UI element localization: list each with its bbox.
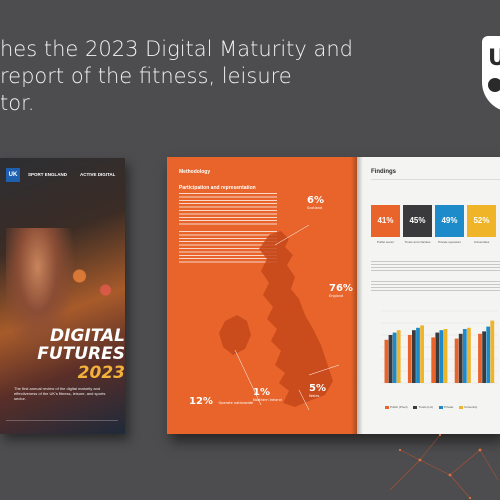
cover-title-year: 2023 <box>77 363 125 383</box>
bar-3-0 <box>396 330 401 383</box>
bar-3-1 <box>420 325 424 383</box>
kpi-public: 41% <box>371 205 400 237</box>
bar-1-4 <box>482 331 486 383</box>
stat-scotland-label: Scotland <box>307 206 323 210</box>
methodology-page: Methodology Participation and representa… <box>167 157 357 434</box>
stat-nationwide-label: Operate nationwide <box>218 401 254 405</box>
cover-footer-rule <box>6 420 118 427</box>
bar-2-2 <box>439 330 444 383</box>
methodology-eyebrow: Methodology <box>179 169 211 175</box>
findings-bar-chart <box>381 310 498 384</box>
bar-3-2 <box>443 329 448 383</box>
report-spread: Methodology Participation and representa… <box>167 157 500 434</box>
spread-gutter-shadow <box>351 157 363 434</box>
findings-paragraph-2 <box>371 281 500 293</box>
legend-swatch-trusts <box>413 405 418 409</box>
headline-line-3: tor. <box>0 91 35 115</box>
network-pattern-decoration <box>389 433 499 500</box>
kpi-private: 49% <box>435 205 464 237</box>
headline-text: hes the 2023 Digital Maturity and report… <box>0 36 380 117</box>
legend-label-trusts: Trusts (LA) <box>418 405 434 409</box>
cover-title-line-1: DIGITAL <box>50 326 125 346</box>
cover-description: The first annual review of the digital m… <box>14 386 106 401</box>
bar-0-2 <box>431 337 436 383</box>
stat-england-value: 76% <box>329 283 353 294</box>
bar-2-0 <box>392 332 397 383</box>
headline-line-2: report of the fitness, leisure <box>0 64 292 88</box>
legend-label-university: University <box>464 405 478 409</box>
stat-wales: 5% Wales <box>309 383 326 398</box>
legend-item-university: University <box>459 405 477 409</box>
chart-legend: Public (Pixel) Trusts (LA) Private Unive… <box>385 405 500 409</box>
sport-england-logo: SPORT ENGLAND <box>28 172 68 177</box>
bar-2-3 <box>462 329 467 383</box>
bar-3-3 <box>466 327 471 383</box>
legend-item-trusts: Trusts (LA) <box>413 405 433 409</box>
bar-1-1 <box>412 330 416 383</box>
brand-mark: U <box>488 46 500 71</box>
stat-wales-label: Wales <box>309 394 320 398</box>
stat-nationwide-value: 12% <box>189 396 213 407</box>
stat-scotland-value: 6% <box>307 195 324 206</box>
findings-divider <box>371 179 500 180</box>
legend-item-public: Public (Pixel) <box>385 405 408 409</box>
stat-england: 76% England <box>329 283 353 298</box>
kpi-university-label: Universities <box>473 240 490 244</box>
bar-0-0 <box>384 339 389 383</box>
bar-0-3 <box>454 338 459 383</box>
methodology-paragraph-1 <box>179 193 277 227</box>
brand-crest-icon <box>488 78 500 92</box>
bar-1-3 <box>458 333 463 383</box>
legend-item-private: Private <box>438 405 454 409</box>
findings-paragraph-1 <box>371 261 500 273</box>
methodology-heading: Participation and representation <box>179 185 256 191</box>
bar-1-0 <box>388 335 393 383</box>
brand-logo-badge: U <box>482 36 500 112</box>
legend-label-public: Public (Pixel) <box>390 405 408 409</box>
kpi-trusts: 45% <box>403 205 432 237</box>
uk-badge: UK <box>6 168 20 182</box>
kpi-public-label: Public sector <box>376 240 395 244</box>
city-lights-image <box>60 248 125 318</box>
active-digital-logo: ACTIVE DIGITAL <box>80 172 116 177</box>
stat-wales-value: 5% <box>309 383 326 394</box>
stat-northern-ireland: 1% Northern Ireland <box>253 387 282 402</box>
cover-title-line-2: FUTURES <box>37 344 125 364</box>
bar-0-1 <box>407 335 412 383</box>
bar-2-1 <box>416 327 420 383</box>
kpi-private-label: Private operators <box>438 240 461 244</box>
bar-3-4 <box>490 320 495 383</box>
kpi-university: 52% <box>467 205 496 237</box>
bar-0-4 <box>478 333 482 383</box>
findings-page: Findings 41% 45% 49% 52% Public sector T… <box>357 157 500 434</box>
headline-line-1: hes the 2023 Digital Maturity and <box>0 37 354 61</box>
legend-label-private: Private <box>443 405 454 409</box>
legend-swatch-public <box>385 405 389 409</box>
legend-swatch-university <box>459 405 464 409</box>
bar-1-2 <box>435 332 440 383</box>
bar-2-4 <box>486 326 491 383</box>
stat-scotland: 6% Scotland <box>307 195 324 210</box>
stat-nationwide: 12% Operate nationwide <box>189 389 253 408</box>
uk-map-graphic <box>219 225 340 411</box>
legend-swatch-private <box>438 405 443 409</box>
kpi-trusts-label: Trusts and charities <box>404 240 431 244</box>
stat-northern-ireland-value: 1% <box>253 387 270 398</box>
report-cover: UK SPORT ENGLAND ACTIVE DIGITAL DIGITAL … <box>0 158 125 434</box>
stat-england-label: England <box>329 294 344 298</box>
stat-northern-ireland-label: Northern Ireland <box>253 398 282 402</box>
findings-heading: Findings <box>371 169 396 175</box>
